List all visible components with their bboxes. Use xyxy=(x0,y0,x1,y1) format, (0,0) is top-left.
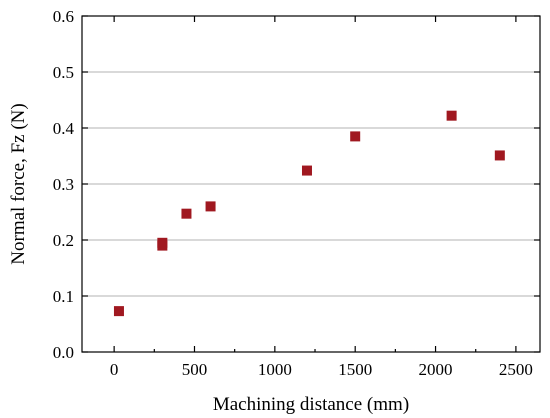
x-tick-label: 500 xyxy=(182,360,208,379)
data-point xyxy=(157,237,168,248)
data-point xyxy=(350,131,361,142)
y-axis-ticks: 0.0 0.1 0.2 0.3 0.4 0.5 0.6 xyxy=(53,7,540,362)
data-point xyxy=(205,201,216,212)
x-tick-label: 2500 xyxy=(499,360,533,379)
y-tick-label: 0.0 xyxy=(53,343,74,362)
grid-lines xyxy=(82,71,540,297)
x-axis-title: Machining distance (mm) xyxy=(213,394,409,415)
data-point xyxy=(181,208,192,219)
data-point xyxy=(494,150,505,161)
x-tick-label: 0 xyxy=(110,360,119,379)
y-tick-label: 0.5 xyxy=(53,63,74,82)
y-tick-label: 0.2 xyxy=(53,231,74,250)
data-point xyxy=(113,306,124,317)
y-axis-title: Normal force, Fz (N) xyxy=(8,103,29,264)
x-tick-label: 1000 xyxy=(258,360,292,379)
data-points xyxy=(113,110,505,317)
data-point xyxy=(446,110,457,121)
y-tick-label: 0.3 xyxy=(53,175,74,194)
y-tick-label: 0.4 xyxy=(53,119,75,138)
x-axis-ticks: 0 500 1000 1500 2000 2500 xyxy=(110,16,533,379)
y-tick-label: 0.6 xyxy=(53,7,74,26)
y-tick-label: 0.1 xyxy=(53,287,74,306)
x-tick-label: 2000 xyxy=(419,360,453,379)
data-point xyxy=(301,165,312,176)
x-tick-label: 1500 xyxy=(338,360,372,379)
